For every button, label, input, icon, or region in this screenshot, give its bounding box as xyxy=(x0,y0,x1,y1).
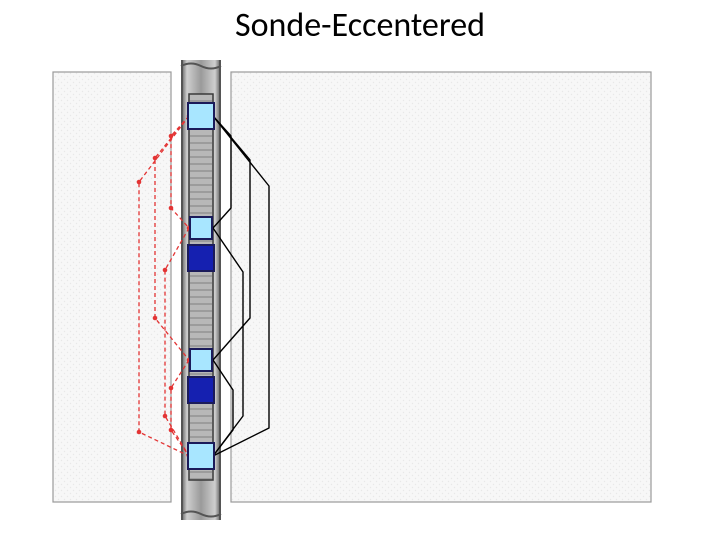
page-title: Sonde-Eccentered xyxy=(0,5,720,46)
diagram xyxy=(45,60,665,520)
